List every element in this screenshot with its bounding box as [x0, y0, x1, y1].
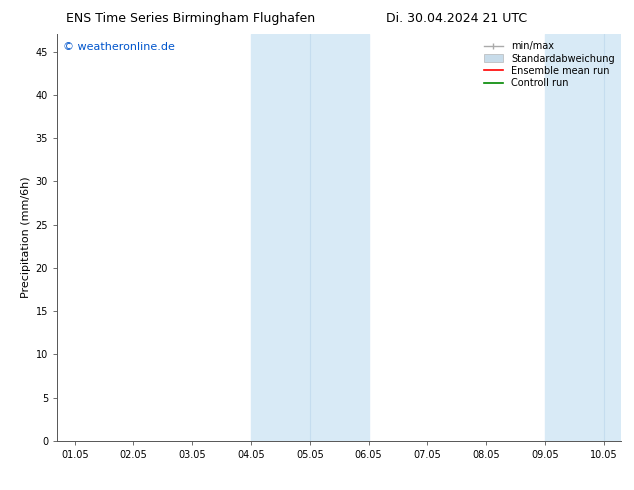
- Bar: [251, 34, 368, 441]
- Text: Di. 30.04.2024 21 UTC: Di. 30.04.2024 21 UTC: [386, 12, 527, 25]
- Y-axis label: Precipitation (mm/6h): Precipitation (mm/6h): [22, 177, 31, 298]
- Text: © weatheronline.de: © weatheronline.de: [63, 43, 174, 52]
- Legend: min/max, Standardabweichung, Ensemble mean run, Controll run: min/max, Standardabweichung, Ensemble me…: [482, 39, 616, 90]
- Text: ENS Time Series Birmingham Flughafen: ENS Time Series Birmingham Flughafen: [66, 12, 314, 25]
- Bar: [545, 34, 634, 441]
